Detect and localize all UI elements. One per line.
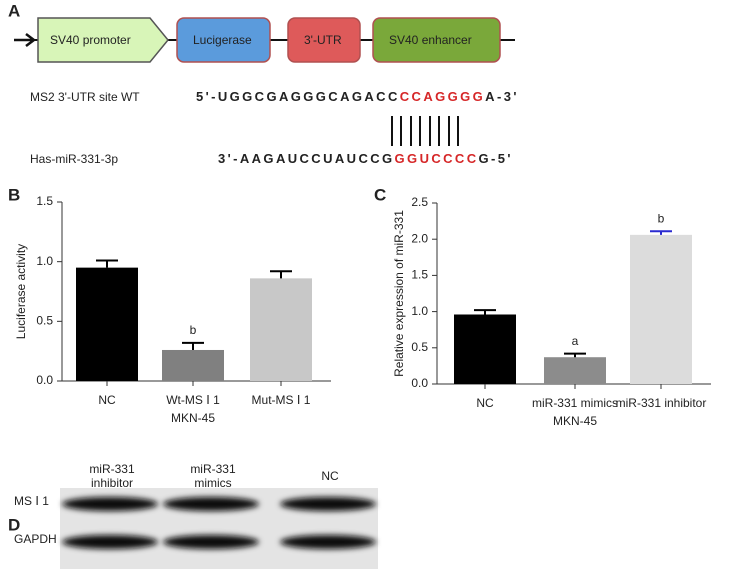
blot-column-line: NC xyxy=(321,469,339,483)
y-tick-label: 1.0 xyxy=(411,304,428,318)
y-axis-label: Luciferase activity xyxy=(14,244,28,339)
group-label: MKN-45 xyxy=(171,411,215,425)
construct-label: SV40 enhancer xyxy=(389,33,472,47)
pairing-lines xyxy=(391,116,459,146)
bar xyxy=(630,234,692,384)
y-tick-label: 2.0 xyxy=(411,231,428,245)
blot-column-label: miR-331 inhibitor xyxy=(89,462,135,490)
y-tick-label: 0.5 xyxy=(411,340,428,354)
annotation: b xyxy=(658,211,665,225)
error-bar xyxy=(474,309,496,315)
blot-column-line: mimics xyxy=(194,476,231,490)
error-bar xyxy=(96,259,118,268)
bar xyxy=(454,314,516,384)
sequence-part: A-3' xyxy=(485,89,519,104)
y-tick-label: 1.5 xyxy=(411,268,428,282)
y-tick-label: 0.0 xyxy=(36,373,53,387)
arrow xyxy=(14,33,37,47)
bar xyxy=(544,357,606,384)
sequence-label: MS2 3'-UTR site WT xyxy=(30,90,140,104)
group-label: MKN-45 xyxy=(553,414,597,428)
construct-segment xyxy=(176,17,271,63)
sequence-part: GGUCCCC xyxy=(395,151,479,166)
sequence-label: Has-miR-331-3p xyxy=(30,152,118,166)
x-tick-label: miR-331 mimics xyxy=(532,396,618,410)
x-tick-label: NC xyxy=(476,396,494,410)
bar xyxy=(76,267,138,381)
blot-row-label: GAPDH xyxy=(14,532,57,546)
x-tick-label: Mut-MS Ⅰ 1 xyxy=(252,393,311,407)
blot-column-line: miR-331 xyxy=(190,462,236,476)
y-tick-label: 1.0 xyxy=(36,254,53,268)
blot-band xyxy=(62,497,158,511)
panel-label: C xyxy=(374,185,386,204)
blot-band xyxy=(163,497,259,511)
sequence: 5'-UGGCGAGGGCAGACCCCAGGGGA-3' xyxy=(196,89,519,104)
construct-segment xyxy=(287,17,361,63)
construct-segment xyxy=(37,17,169,63)
x-tick-label: Wt-MS Ⅰ 1 xyxy=(166,393,220,407)
x-tick-label: miR-331 inhibitor xyxy=(616,396,707,410)
sequence-part: 5'-UGGCGAGGGCAGACC xyxy=(196,89,400,104)
blot-band xyxy=(280,535,376,549)
sequence-part: CCAGGGG xyxy=(400,89,485,104)
blot-band xyxy=(280,497,376,511)
blot-column-label: NC xyxy=(321,469,339,483)
bar xyxy=(162,349,224,381)
annotation: b xyxy=(190,323,197,337)
panel-label: B xyxy=(8,185,20,204)
y-tick-label: 0.5 xyxy=(36,314,53,328)
annotation: a xyxy=(572,334,579,348)
error-bar xyxy=(182,341,204,350)
construct-label: SV40 promoter xyxy=(50,33,131,47)
y-tick-label: 2.5 xyxy=(411,195,428,209)
x-tick-label: NC xyxy=(98,393,116,407)
y-axis-label: Relative expression of miR-331 xyxy=(392,210,406,377)
blot-band xyxy=(163,535,259,549)
sequence-part: 3'-AAGAUCCUAUCCG xyxy=(218,151,395,166)
blot-band xyxy=(62,535,158,549)
construct-label: Lucigerase xyxy=(193,33,252,47)
blot-row-label: MS Ⅰ 1 xyxy=(14,494,49,508)
construct-label: 3'-UTR xyxy=(304,33,342,47)
blot-column-label: miR-331 mimics xyxy=(190,462,236,490)
construct-segment xyxy=(372,17,501,63)
y-tick-label: 0.0 xyxy=(411,376,428,390)
sequence: 3'-AAGAUCCUAUCCGGGUCCCCG-5' xyxy=(218,151,513,166)
error-bar xyxy=(564,352,586,358)
bar xyxy=(250,278,312,381)
panel-label: A xyxy=(8,1,20,20)
blot-column-line: inhibitor xyxy=(91,476,133,490)
error-bar xyxy=(270,270,292,279)
sequence-part: G-5' xyxy=(479,151,513,166)
panel-label: D xyxy=(8,515,20,534)
error-bar xyxy=(650,230,672,235)
blot-column-line: miR-331 xyxy=(89,462,135,476)
y-tick-label: 1.5 xyxy=(36,194,53,208)
